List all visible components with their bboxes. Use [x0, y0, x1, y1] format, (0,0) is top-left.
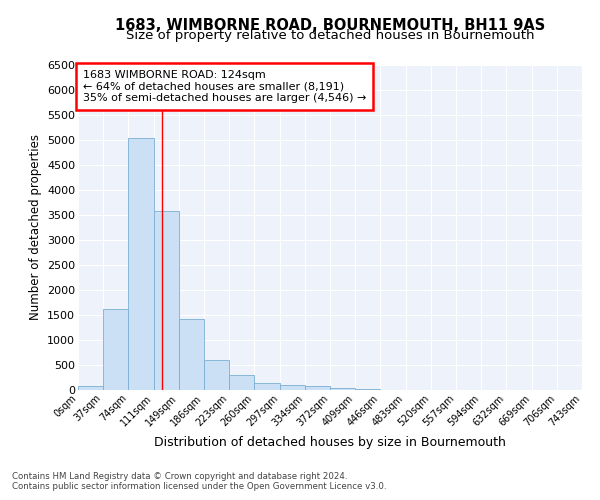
Bar	[254, 382, 280, 390]
X-axis label: Distribution of detached houses by size in Bournemouth: Distribution of detached houses by size …	[154, 436, 506, 449]
Bar	[204, 360, 229, 390]
Text: Contains public sector information licensed under the Open Government Licence v3: Contains public sector information licen…	[12, 482, 386, 491]
Bar	[103, 308, 128, 390]
Bar	[280, 385, 305, 390]
Text: Contains HM Land Registry data © Crown copyright and database right 2024.: Contains HM Land Registry data © Crown c…	[12, 472, 347, 481]
Bar	[305, 386, 330, 390]
Text: 1683 WIMBORNE ROAD: 124sqm
← 64% of detached houses are smaller (8,191)
35% of s: 1683 WIMBORNE ROAD: 124sqm ← 64% of deta…	[83, 70, 367, 103]
Bar	[154, 211, 179, 390]
Bar	[78, 386, 103, 390]
Y-axis label: Number of detached properties: Number of detached properties	[29, 134, 41, 320]
Bar	[179, 319, 204, 390]
Text: Size of property relative to detached houses in Bournemouth: Size of property relative to detached ho…	[126, 29, 534, 42]
Bar	[229, 375, 254, 390]
Bar	[355, 388, 380, 390]
Bar	[128, 138, 154, 390]
Text: 1683, WIMBORNE ROAD, BOURNEMOUTH, BH11 9AS: 1683, WIMBORNE ROAD, BOURNEMOUTH, BH11 9…	[115, 18, 545, 32]
Bar	[330, 388, 355, 390]
